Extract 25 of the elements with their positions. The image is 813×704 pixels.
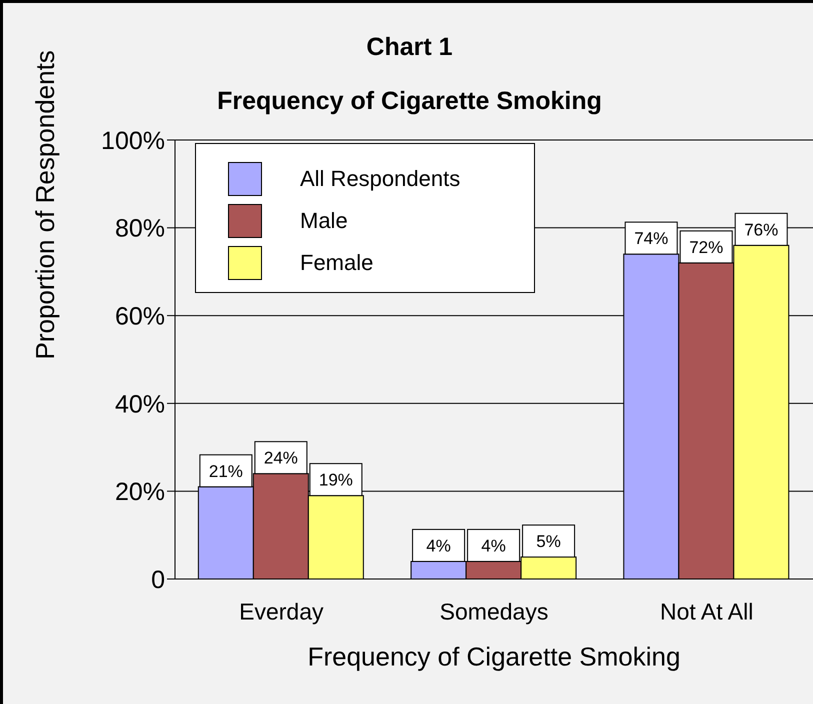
y-tick-label: 40% (114, 390, 165, 418)
y-tick-label: 60% (114, 302, 165, 330)
legend-label: Female (300, 250, 374, 276)
data-label: 24% (264, 448, 298, 468)
x-axis-title: Frequency of Cigarette Smoking (308, 641, 680, 672)
data-label: 74% (634, 229, 668, 248)
chart-subtitle: Frequency of Cigarette Smoking (217, 87, 602, 115)
chart-title: Chart 1 (366, 33, 453, 61)
data-label: 21% (208, 462, 243, 481)
y-tick-label: 20% (114, 478, 165, 506)
data-label: 76% (744, 220, 778, 240)
y-tick-label: 100% (101, 126, 165, 155)
data-label: 4% (481, 536, 506, 556)
data-label: 19% (318, 470, 353, 490)
y-axis-title: Proportion of Respondents (30, 50, 60, 360)
x-tick-label: Somedays (440, 598, 548, 624)
data-label: 5% (536, 532, 561, 552)
y-tick-label: 0 (151, 566, 165, 594)
y-tick-label: 80% (114, 214, 165, 243)
x-tick-label: Everday (239, 598, 324, 624)
data-label: 4% (426, 536, 451, 556)
data-label: 72% (689, 238, 724, 257)
x-tick-label: Not At All (660, 598, 754, 624)
legend-label: Male (300, 208, 348, 234)
legend-label: All Respondents (300, 166, 460, 192)
